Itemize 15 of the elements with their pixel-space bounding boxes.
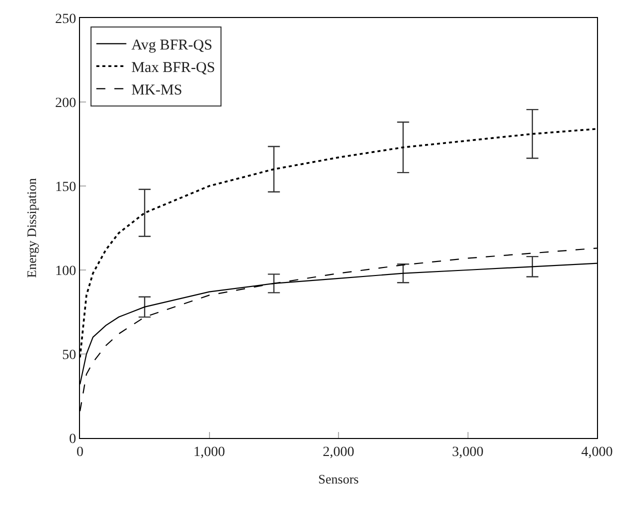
x-tick-label: 3,000	[452, 444, 484, 460]
x-tick-label: 1,000	[194, 444, 225, 460]
legend-label: MK-MS	[131, 82, 182, 98]
y-tick-label: 200	[55, 96, 76, 111]
x-tick-label: 2,000	[322, 444, 354, 460]
y-tick-label: 50	[62, 348, 76, 363]
legend-label: Avg BFR-QS	[131, 38, 212, 54]
y-tick-label: 100	[55, 264, 76, 279]
y-tick-label: 250	[55, 12, 76, 27]
y-axis-title: Energy Dissipation	[24, 178, 40, 278]
y-tick-label: 0	[69, 432, 76, 447]
y-tick-label: 150	[55, 180, 76, 195]
x-axis-title: Sensors	[318, 472, 359, 486]
legend-label: Max BFR-QS	[131, 60, 216, 76]
x-tick-label: 4,000	[581, 444, 613, 460]
